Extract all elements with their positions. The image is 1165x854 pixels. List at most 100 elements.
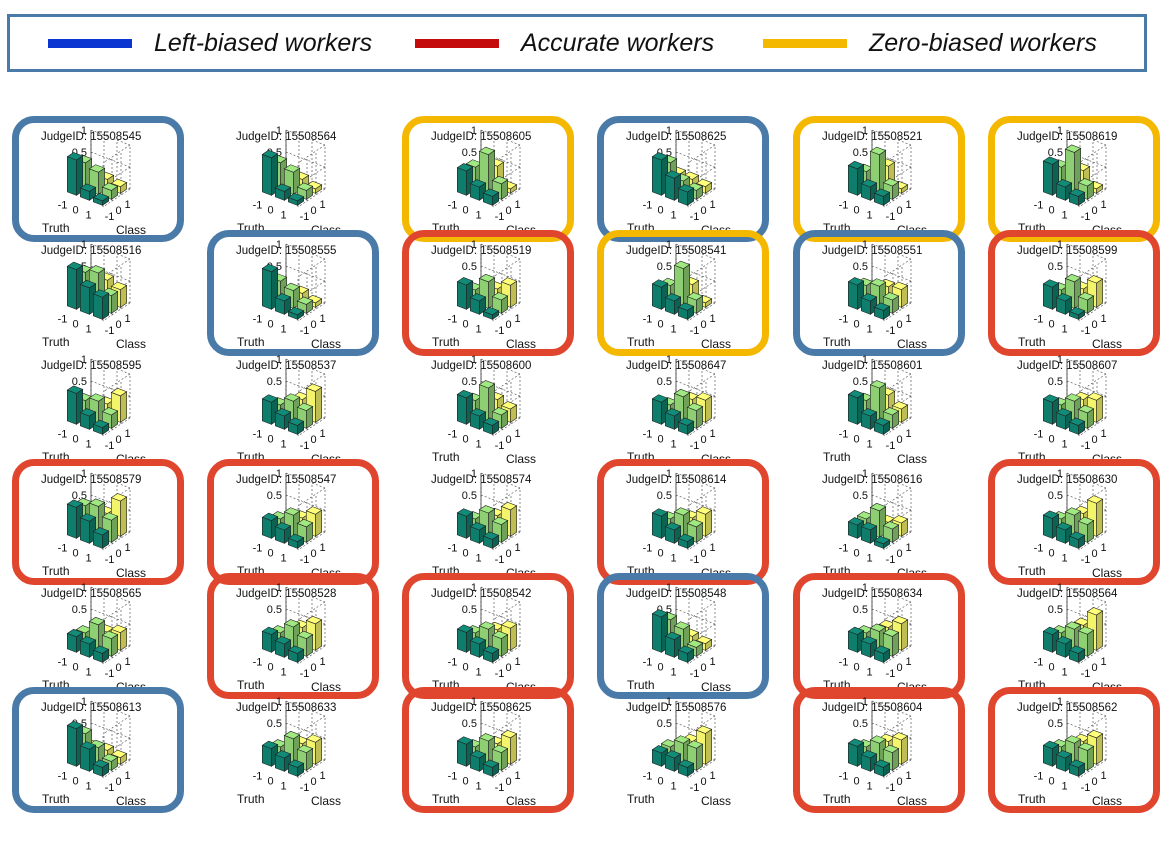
bar — [456, 624, 474, 653]
x-tick-label: -1 — [58, 771, 68, 783]
group-frame-accurate — [207, 459, 379, 585]
group-frame-accurate — [402, 230, 574, 356]
x-tick-label: 0 — [72, 205, 78, 217]
group-frame-accurate — [988, 459, 1160, 585]
x-tick-label: 0 — [462, 548, 468, 560]
bar — [677, 417, 695, 435]
y-tick-label: 1 — [319, 428, 325, 440]
z-tick-label: 1 — [471, 354, 477, 366]
x-tick-label: 1 — [280, 781, 286, 793]
y-tick-label: -1 — [1081, 554, 1091, 566]
bar — [1042, 156, 1060, 196]
y-tick-label: 0 — [700, 548, 706, 560]
y-axis-label: Class — [506, 452, 536, 466]
bar — [456, 736, 474, 767]
y-tick-label: 0 — [1091, 319, 1097, 331]
y-tick-label: 1 — [319, 313, 325, 325]
bar — [92, 419, 110, 435]
x-tick-label: -1 — [448, 314, 458, 326]
y-tick-label: 0 — [896, 434, 902, 446]
bar — [873, 535, 891, 549]
y-axis-label: Class — [311, 680, 341, 694]
z-tick-label: 1 — [666, 696, 672, 708]
x-axis-label: Truth — [1018, 335, 1046, 349]
bar — [469, 293, 487, 315]
x-tick-label: 0 — [1048, 662, 1054, 674]
y-tick-label: -1 — [690, 440, 700, 452]
group-frame-left — [12, 116, 184, 242]
y-tick-label: 1 — [514, 313, 520, 325]
x-tick-label: 0 — [267, 434, 273, 446]
z-tick-label: 1 — [276, 354, 282, 366]
y-tick-label: 1 — [709, 770, 715, 782]
bar — [482, 306, 500, 320]
y-tick-label: 1 — [709, 542, 715, 554]
z-tick-label: 1 — [81, 354, 87, 366]
x-tick-label: 1 — [280, 324, 286, 336]
y-axis-label: Class — [506, 794, 536, 808]
bar — [482, 188, 500, 206]
x-axis-label: Truth — [627, 792, 655, 806]
y-tick-label: 0 — [310, 662, 316, 674]
x-tick-label: 1 — [475, 667, 481, 679]
y-tick-label: 1 — [1100, 199, 1106, 211]
x-axis-label: Truth — [823, 792, 851, 806]
y-tick-label: -1 — [1081, 782, 1091, 794]
y-tick-label: 0 — [310, 319, 316, 331]
y-tick-label: 1 — [905, 313, 911, 325]
bar — [261, 512, 279, 539]
x-tick-label: -1 — [643, 657, 653, 669]
y-tick-label: -1 — [886, 668, 896, 680]
z-tick-label: 0.5 — [267, 490, 282, 502]
bar — [88, 164, 106, 195]
y-tick-label: -1 — [690, 782, 700, 794]
bar — [296, 402, 314, 429]
bar — [287, 192, 305, 206]
legend-label-zero-biased: Zero-biased workers — [869, 28, 1097, 57]
bar — [1068, 531, 1086, 549]
y-tick-label: 0 — [700, 434, 706, 446]
y-axis-label: Class — [1092, 337, 1122, 351]
x-tick-label: -1 — [1034, 771, 1044, 783]
group-frame-zero — [402, 116, 574, 242]
y-tick-label: 1 — [1100, 770, 1106, 782]
x-tick-label: 1 — [85, 553, 91, 565]
y-tick-label: 0 — [505, 205, 511, 217]
z-tick-label: 1 — [276, 468, 282, 480]
bar — [677, 645, 695, 663]
y-tick-label: -1 — [886, 211, 896, 223]
y-axis-label: Class — [506, 337, 536, 351]
z-tick-label: 1 — [666, 468, 672, 480]
x-tick-label: 0 — [462, 205, 468, 217]
y-tick-label: 1 — [1100, 428, 1106, 440]
x-axis-label: Truth — [42, 335, 70, 349]
x-tick-label: 0 — [267, 205, 273, 217]
y-tick-label: 1 — [514, 656, 520, 668]
y-tick-label: 1 — [709, 199, 715, 211]
y-tick-label: 0 — [1091, 662, 1097, 674]
y-tick-label: -1 — [300, 440, 310, 452]
x-axis-label: Truth — [432, 450, 460, 464]
y-axis-label: Class — [701, 337, 731, 351]
x-tick-label: -1 — [643, 200, 653, 212]
y-tick-label: -1 — [1081, 440, 1091, 452]
z-tick-label: 1 — [81, 125, 87, 137]
